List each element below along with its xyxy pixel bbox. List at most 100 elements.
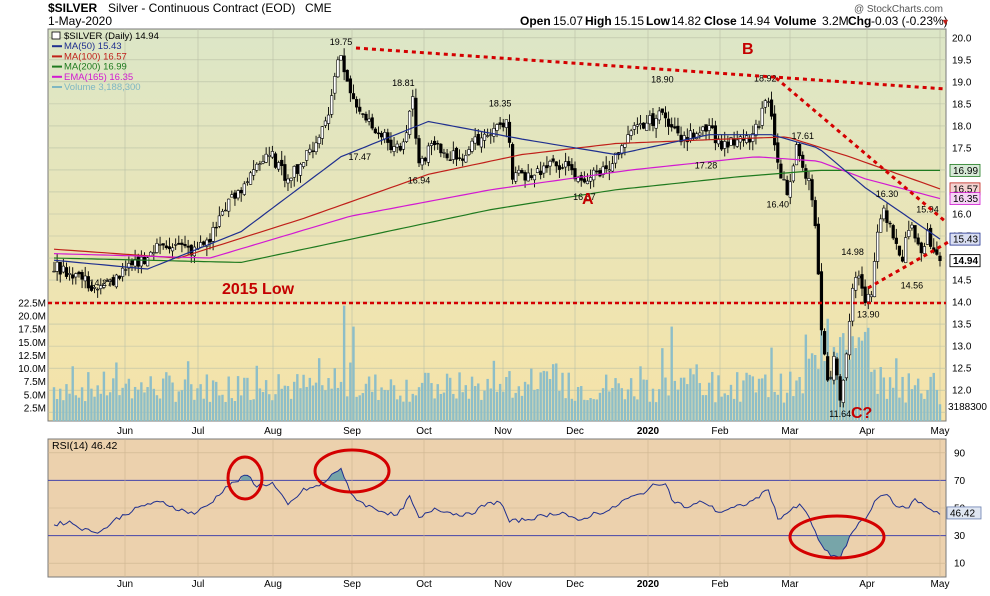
volume-bar [764, 374, 767, 421]
volume-bar [673, 380, 677, 421]
candle [810, 174, 814, 207]
legend-item: Volume 3,188,300 [64, 82, 141, 93]
candle [570, 158, 574, 176]
candle [773, 105, 777, 151]
candle [601, 161, 605, 178]
volume-tick-label: 20.0M [18, 312, 46, 323]
candle [935, 241, 939, 256]
volume-bar [346, 396, 349, 421]
candle [539, 161, 543, 180]
candle [897, 245, 902, 257]
volume-bar [467, 398, 471, 421]
candle [174, 238, 178, 250]
volume-bar [542, 370, 545, 421]
volume-bar [389, 379, 393, 421]
volume-bar [879, 367, 882, 421]
down-triangle-icon: ▼ [941, 17, 950, 27]
value-tag-label: 15.43 [953, 235, 978, 246]
x-tick-label: Aug [264, 579, 282, 590]
candle [464, 149, 468, 163]
candle [351, 84, 356, 100]
volume-bar [720, 396, 723, 421]
candle [894, 228, 898, 250]
candle [888, 220, 892, 228]
candle [710, 118, 714, 130]
volume-bar [651, 388, 655, 421]
candle [252, 160, 256, 181]
volume-bar [296, 374, 299, 421]
candle [473, 127, 477, 151]
volume-bar [246, 377, 249, 421]
volume-bar [767, 397, 770, 421]
candle [370, 113, 374, 131]
wave-b-label: B [742, 41, 754, 58]
volume-bar [810, 353, 814, 421]
candle [261, 155, 265, 165]
volume-bar [670, 326, 673, 421]
volume-bar [817, 369, 820, 421]
x-tick-label: Jul [192, 426, 205, 437]
candle [707, 118, 711, 141]
volume-bar [598, 392, 602, 421]
volume-bar [305, 386, 308, 421]
wave-a-label: A [582, 191, 594, 208]
price-label: 19.75 [330, 37, 353, 47]
volume-bar [870, 371, 873, 421]
volume-bar [399, 395, 402, 421]
volume-bar [792, 396, 795, 421]
volume-bar [264, 380, 268, 421]
volume-bar [505, 377, 508, 421]
candle [411, 89, 415, 117]
candle [938, 252, 942, 267]
legend-item: MA(50) 15.43 [64, 41, 122, 52]
candle [376, 126, 381, 139]
price-tick-label: 16.0 [952, 209, 972, 220]
candle [230, 190, 234, 198]
candle [211, 221, 215, 251]
volume-bar [205, 374, 209, 421]
price-axis: 12.012.513.013.514.014.515.015.516.016.5… [952, 33, 972, 396]
candle [308, 144, 312, 156]
volume-bar [888, 377, 892, 421]
candle [83, 266, 87, 289]
candle [364, 111, 368, 123]
price-tick-label: 14.5 [952, 276, 972, 287]
volume-bar [629, 378, 633, 421]
x-tick-label: Jul [192, 579, 205, 590]
candle [919, 241, 923, 262]
volume-bar [121, 387, 124, 421]
candle [461, 153, 465, 167]
candle [857, 270, 861, 286]
candle [164, 240, 168, 250]
candle [280, 150, 284, 176]
candle [791, 163, 795, 183]
volume-bar [823, 361, 826, 421]
volume-bar [648, 401, 652, 421]
volume-bar [502, 391, 505, 421]
candle [816, 217, 820, 275]
candle [763, 98, 767, 114]
volume-bar [427, 372, 430, 421]
volume-bar [714, 402, 717, 421]
candle [629, 128, 633, 141]
rsi-x-axis: Jun Jul Aug Sep Oct Nov Dec 2020 Feb Mar Apr May [117, 579, 950, 590]
volume-bar [364, 383, 368, 421]
candle [560, 163, 565, 170]
candle [910, 221, 914, 231]
volume-bar [601, 388, 605, 421]
candle [869, 291, 873, 302]
volume-bar [885, 398, 889, 421]
x-tick-label: May [931, 579, 950, 590]
volume-bar [65, 384, 68, 421]
volume-bar [161, 378, 165, 421]
candle [907, 220, 911, 240]
volume-bar [820, 316, 823, 421]
volume-bar [586, 400, 589, 421]
candle [155, 238, 159, 254]
candle [233, 189, 237, 206]
candle [529, 168, 533, 181]
volume-bar [745, 372, 748, 421]
volume-tick-label: 12.5M [18, 351, 46, 362]
price-tick-label: 18.0 [952, 121, 972, 132]
